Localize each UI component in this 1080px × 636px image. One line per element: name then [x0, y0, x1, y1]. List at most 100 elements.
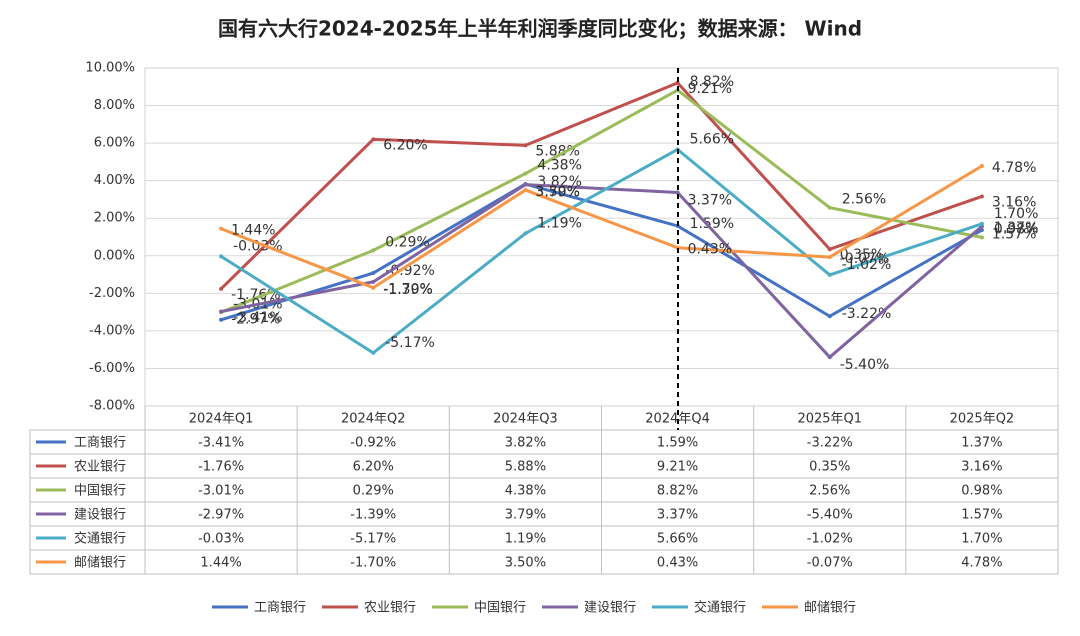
point — [827, 247, 832, 252]
legend-label: 建设银行 — [584, 601, 636, 616]
table-cell: -1.39% — [350, 508, 396, 523]
point — [219, 226, 224, 231]
plot-border — [144, 67, 1059, 407]
point — [371, 248, 376, 253]
value-label: -1.76% — [231, 287, 281, 303]
x-tick-label: 2025年Q2 — [950, 412, 1015, 427]
table-cell: 4.38% — [505, 484, 546, 499]
value-label: -3.22% — [842, 306, 892, 322]
point — [219, 286, 224, 291]
table-row-label: 建设银行 — [74, 508, 126, 523]
y-tick-label: 6.00% — [94, 136, 135, 151]
table-cell: -0.07% — [807, 556, 853, 571]
point — [371, 285, 376, 290]
table-cell: 0.35% — [809, 460, 850, 475]
table-cell: -0.03% — [198, 532, 244, 547]
value-label: -0.03% — [233, 238, 283, 254]
point — [523, 231, 528, 236]
series-line — [220, 183, 983, 359]
y-tick-label: 8.00% — [94, 98, 135, 113]
value-label: -3.41% — [233, 310, 283, 326]
table-row-label: 中国银行 — [74, 484, 126, 499]
table-cell: -5.17% — [350, 532, 396, 547]
value-label: 1.57% — [992, 226, 1036, 242]
table-cell: 2.56% — [809, 484, 850, 499]
series-line — [220, 182, 983, 322]
point — [371, 271, 376, 276]
value-label: 6.20% — [383, 137, 427, 153]
point — [827, 355, 832, 360]
y-tick-label: 2.00% — [94, 211, 135, 226]
legend-label: 交通银行 — [694, 600, 746, 616]
value-label: 1.59% — [690, 216, 734, 232]
value-label: 3.16% — [992, 194, 1036, 210]
table-cell: 0.98% — [961, 484, 1002, 499]
table-row-label: 交通银行 — [74, 531, 126, 547]
value-label: 4.38% — [537, 158, 581, 174]
y-tick-label: -6.00% — [89, 361, 135, 376]
table-cell: 0.43% — [657, 556, 698, 571]
point — [979, 221, 984, 226]
chart-title: 国有六大行2024-2025年上半年利润季度同比变化；数据来源： Wind — [218, 17, 862, 41]
table-cell: -2.97% — [198, 508, 244, 523]
value-label: -1.02% — [842, 257, 892, 273]
table-cell: 1.44% — [200, 556, 241, 571]
value-label: 1.44% — [231, 223, 275, 239]
table-cell: 3.79% — [505, 508, 546, 523]
value-label: -5.40% — [840, 357, 890, 373]
table-row-label: 邮储银行 — [74, 556, 126, 571]
table-row-label: 工商银行 — [74, 436, 126, 451]
value-label: 3.50% — [535, 184, 579, 200]
point — [371, 137, 376, 142]
table-cell: 5.66% — [657, 532, 698, 547]
value-label: 1.70% — [994, 206, 1038, 222]
table-cell: 6.20% — [353, 460, 394, 475]
value-label: 3.37% — [688, 192, 732, 208]
table-cell: -0.92% — [350, 436, 396, 451]
value-label: 0.98% — [994, 221, 1038, 237]
y-tick-label: -8.00% — [89, 399, 135, 414]
table-cell: -1.02% — [807, 532, 853, 547]
x-tick-label: 2024年Q2 — [341, 412, 406, 427]
table-cell: 3.50% — [505, 556, 546, 571]
legend-label: 中国银行 — [474, 601, 526, 616]
point — [979, 235, 984, 240]
table-cell: 1.70% — [961, 532, 1002, 547]
value-label: -2.97% — [231, 312, 281, 328]
legend-label: 农业银行 — [364, 601, 416, 616]
x-tick-label: 2024年Q3 — [493, 412, 558, 427]
point — [827, 314, 832, 319]
point — [979, 194, 984, 199]
series-line — [220, 147, 983, 355]
table-cell: 1.37% — [961, 436, 1002, 451]
y-tick-label: 10.00% — [85, 61, 135, 76]
y-tick-label: -4.00% — [89, 323, 135, 338]
point — [827, 205, 832, 210]
point — [523, 182, 528, 187]
point — [219, 309, 224, 314]
value-label: 2.56% — [842, 192, 886, 208]
table-cell: -3.41% — [198, 436, 244, 451]
value-label: 1.19% — [537, 215, 581, 231]
value-label: -0.07% — [840, 251, 890, 267]
legend-label: 邮储银行 — [804, 601, 856, 616]
table-cell: 5.88% — [505, 460, 546, 475]
point — [219, 317, 224, 322]
point — [979, 164, 984, 169]
value-label: 4.78% — [992, 160, 1036, 176]
table-cell: 1.59% — [657, 436, 698, 451]
table-cell: 3.37% — [657, 508, 698, 523]
value-label: 5.66% — [690, 131, 734, 147]
table-cell: 0.29% — [353, 484, 394, 499]
table-cell: -3.01% — [198, 484, 244, 499]
table-cell: -1.70% — [350, 556, 396, 571]
legend-label: 工商银行 — [254, 601, 306, 616]
point — [523, 143, 528, 148]
table-cell: -5.40% — [807, 508, 853, 523]
value-label: 0.29% — [385, 234, 429, 250]
value-label: 0.43% — [688, 242, 732, 258]
table-cell: 3.16% — [961, 460, 1002, 475]
table-cell: 1.57% — [961, 508, 1002, 523]
value-label: 9.21% — [688, 81, 732, 97]
